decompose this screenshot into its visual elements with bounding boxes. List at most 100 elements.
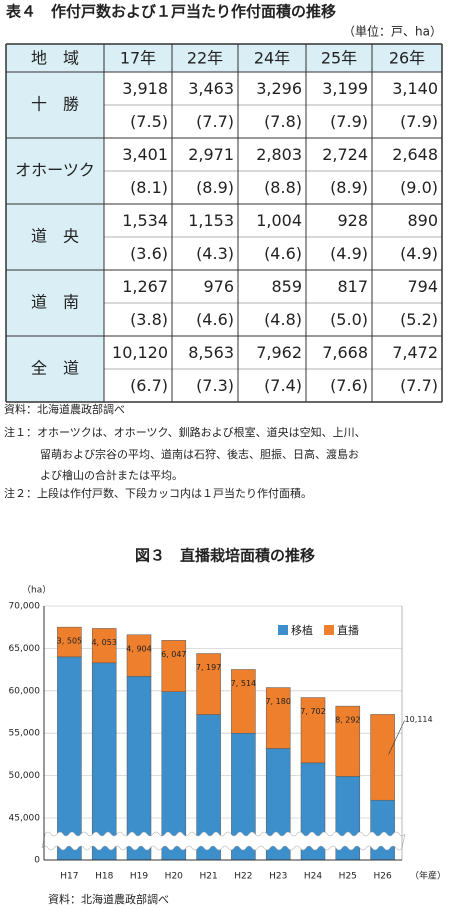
count-cell: 2,971 bbox=[188, 145, 234, 164]
value-label: 6, 047 bbox=[161, 650, 186, 659]
region-cell: 十 勝 bbox=[31, 95, 79, 114]
count-cell: 3,463 bbox=[188, 79, 234, 98]
area-cell: (7.6) bbox=[330, 376, 368, 395]
x-tick-label: H26 bbox=[373, 872, 391, 882]
bar-segment bbox=[161, 640, 187, 692]
header-cell: 24年 bbox=[254, 49, 290, 68]
y-tick-label: 50,000 bbox=[9, 771, 41, 781]
chart-source: 資料：北海道農政部調べ bbox=[48, 892, 169, 906]
header-cell: 26年 bbox=[389, 49, 425, 68]
count-cell: 3,296 bbox=[256, 79, 302, 98]
legend-label: 移植 bbox=[291, 623, 313, 637]
value-label: 10,114 bbox=[405, 715, 433, 724]
x-tick-label: H19 bbox=[130, 872, 148, 882]
area-cell: (8.9) bbox=[330, 178, 368, 197]
count-cell: 890 bbox=[407, 211, 438, 230]
y-tick-label: 60,000 bbox=[9, 686, 41, 696]
bar-segment bbox=[91, 662, 117, 861]
count-cell: 794 bbox=[407, 277, 438, 296]
table-title: 表４ 作付戸数および１戸当たり作付面積の推移 bbox=[6, 3, 336, 21]
bar-segment bbox=[57, 626, 82, 658]
bar-segment bbox=[300, 697, 326, 764]
area-cell: (4.3) bbox=[196, 244, 234, 263]
x-tick-label: H18 bbox=[95, 872, 113, 882]
header-cell: 22年 bbox=[187, 49, 223, 68]
area-cell: (7.7) bbox=[196, 112, 234, 131]
count-cell: 3,918 bbox=[122, 79, 168, 98]
legend-label: 直播 bbox=[337, 623, 359, 637]
area-cell: (5.0) bbox=[330, 310, 368, 329]
y-tick-label: 45,000 bbox=[9, 814, 41, 824]
header-cell: 25年 bbox=[321, 49, 357, 68]
chart-title: 図３ 直播栽培面積の推移 bbox=[135, 547, 315, 565]
value-label: 4, 053 bbox=[91, 638, 116, 647]
y-tick-label: 70,000 bbox=[9, 602, 41, 612]
header-cell: 地 域 bbox=[31, 49, 79, 68]
x-tick-label: H25 bbox=[339, 872, 357, 882]
area-cell: (8.1) bbox=[130, 178, 168, 197]
x-tick-label: H23 bbox=[269, 872, 287, 882]
value-label: 4, 904 bbox=[126, 644, 151, 653]
region-cell: 道 央 bbox=[31, 227, 79, 246]
y-tick-label: 55,000 bbox=[9, 729, 41, 739]
bar-segment bbox=[265, 687, 291, 749]
area-cell: (9.0) bbox=[400, 178, 438, 197]
count-cell: 2,648 bbox=[392, 145, 438, 164]
bar-segment bbox=[335, 705, 361, 777]
area-cell: (7.9) bbox=[400, 112, 438, 131]
bar-segment bbox=[370, 799, 395, 861]
y-tick-label: 65,000 bbox=[9, 644, 41, 654]
x-tick-label: H21 bbox=[199, 872, 217, 882]
count-cell: 1,004 bbox=[256, 211, 302, 230]
count-cell: 928 bbox=[337, 211, 368, 230]
note: 注１：オホーツクは、オホーツク、釧路および根室、道央は空知、上川、 bbox=[4, 425, 366, 439]
note: 資料：北海道農政部調べ bbox=[4, 402, 125, 416]
note: 留萌および宗谷の平均、道南は石狩、後志、胆振、日高、渡島お bbox=[40, 447, 359, 461]
area-cell: (4.6) bbox=[196, 310, 234, 329]
bar-segment bbox=[91, 628, 117, 664]
count-cell: 10,120 bbox=[112, 343, 168, 362]
count-cell: 817 bbox=[337, 277, 368, 296]
bar-segment bbox=[57, 656, 82, 861]
region-cell: 道 南 bbox=[31, 293, 79, 312]
area-cell: (7.4) bbox=[264, 376, 302, 395]
y-axis-label: （ha） bbox=[22, 585, 51, 596]
unit: （単位：戸、ha） bbox=[343, 24, 442, 39]
bar-segment bbox=[231, 669, 256, 734]
value-label: 7, 514 bbox=[231, 679, 256, 688]
axis-break bbox=[41, 831, 406, 851]
area-cell: (7.7) bbox=[400, 376, 438, 395]
count-cell: 2,724 bbox=[322, 145, 368, 164]
count-cell: 976 bbox=[203, 277, 234, 296]
area-cell: (6.7) bbox=[130, 376, 168, 395]
region-bg bbox=[6, 72, 104, 402]
value-label: 7, 702 bbox=[300, 707, 325, 716]
count-cell: 859 bbox=[271, 277, 302, 296]
note: 注２：上段は作付戸数、下段カッコ内は１戸当たり作付面積。 bbox=[4, 486, 312, 500]
area-cell: (4.8) bbox=[264, 310, 302, 329]
legend-swatch bbox=[324, 625, 334, 635]
bar-segment bbox=[126, 676, 152, 861]
area-cell: (4.9) bbox=[330, 244, 368, 263]
header-bg bbox=[6, 44, 442, 72]
bar-segment bbox=[196, 653, 221, 715]
x-tick-label: H22 bbox=[234, 872, 252, 882]
value-label: 7, 180 bbox=[265, 697, 290, 706]
value-label: 7, 197 bbox=[196, 663, 221, 672]
count-cell: 1,153 bbox=[188, 211, 234, 230]
bar-segment bbox=[370, 714, 395, 801]
area-cell: (4.6) bbox=[264, 244, 302, 263]
count-cell: 1,267 bbox=[122, 277, 168, 296]
x-axis-label: （年産） bbox=[410, 870, 446, 882]
area-cell: (8.8) bbox=[264, 178, 302, 197]
bar-segment bbox=[161, 691, 187, 861]
count-cell: 3,140 bbox=[392, 79, 438, 98]
area-cell: (7.9) bbox=[330, 112, 368, 131]
count-cell: 3,401 bbox=[122, 145, 168, 164]
area-cell: (8.9) bbox=[196, 178, 234, 197]
header-cell: 17年 bbox=[120, 49, 156, 68]
x-tick-label: H17 bbox=[60, 872, 78, 882]
area-cell: (3.8) bbox=[130, 310, 168, 329]
area-cell: (7.3) bbox=[196, 376, 234, 395]
